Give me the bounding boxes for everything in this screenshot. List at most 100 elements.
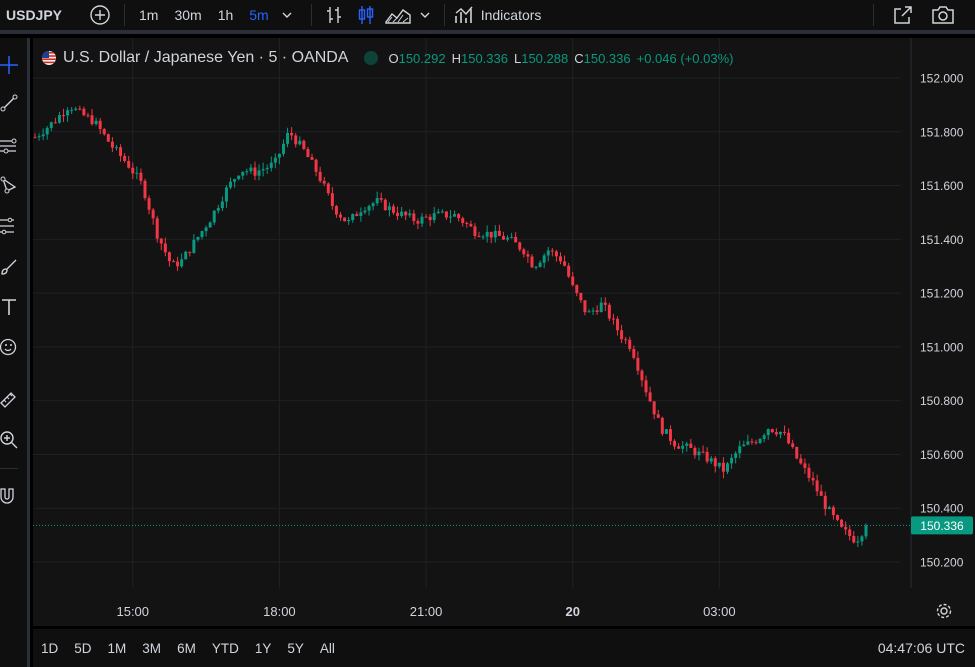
- interval-1h[interactable]: 1h: [217, 7, 234, 23]
- projection-icon[interactable]: [0, 215, 18, 237]
- indicators-button[interactable]: Indicators: [480, 7, 542, 23]
- candle-style-icon[interactable]: [350, 1, 382, 29]
- toolbar-divider: [873, 4, 875, 26]
- camera-icon[interactable]: [926, 1, 960, 29]
- chart-grid: 152.000 151.800 151.600 151.400 151.200 151.0…: [33, 38, 964, 619]
- pattern-icon[interactable]: [0, 174, 18, 196]
- chevron-down-icon[interactable]: [277, 1, 297, 29]
- candle-body: [298, 140, 302, 145]
- candle-body: [823, 495, 827, 510]
- settings-icon[interactable]: [935, 602, 953, 620]
- candle-body: [131, 167, 135, 174]
- price-chart[interactable]: 152.000 151.800 151.600 151.400 151.200 151.0…: [33, 38, 975, 626]
- candle-body: [770, 429, 774, 433]
- range-5d[interactable]: 5D: [74, 640, 92, 656]
- utc-clock[interactable]: 04:47:06 UTC: [877, 640, 965, 656]
- candle-body: [436, 211, 440, 214]
- candle-body: [799, 458, 803, 464]
- candle-body: [831, 507, 835, 516]
- price-tick-label: 151.000: [920, 340, 964, 354]
- range-ytd[interactable]: YTD: [211, 640, 239, 656]
- candle-body: [848, 529, 852, 536]
- brush-icon[interactable]: [0, 256, 18, 278]
- candle-body: [640, 370, 644, 381]
- candle-body: [41, 134, 45, 137]
- candle-body: [444, 211, 448, 218]
- fullscreen-icon[interactable]: [886, 1, 920, 29]
- candle-body: [660, 417, 664, 434]
- candle-body: [82, 108, 86, 116]
- magnet-icon[interactable]: [0, 485, 18, 507]
- candle-body: [542, 255, 546, 263]
- candle-body: [774, 432, 778, 435]
- candle-body: [713, 458, 717, 467]
- open-value: 150.292: [398, 50, 446, 66]
- toolbar-divider: [124, 4, 125, 26]
- candle-body: [693, 447, 697, 456]
- ruler-icon[interactable]: [0, 388, 18, 410]
- crosshair-icon[interactable]: [0, 54, 18, 76]
- candle-body: [127, 160, 131, 168]
- candle-body: [567, 265, 571, 277]
- candle-body: [326, 183, 330, 194]
- range-1y[interactable]: 1Y: [254, 640, 272, 656]
- candle-body: [530, 256, 534, 268]
- range-all[interactable]: All: [319, 640, 335, 656]
- price-tick-label: 150.200: [920, 556, 964, 570]
- candle-body: [656, 414, 660, 418]
- candle-body: [200, 231, 204, 237]
- text-icon[interactable]: [0, 296, 18, 318]
- range-1m[interactable]: 1M: [107, 640, 127, 656]
- zoom-icon[interactable]: [0, 429, 18, 451]
- candle-body: [408, 213, 412, 216]
- emoji-icon[interactable]: [0, 336, 18, 358]
- interval-1m[interactable]: 1m: [139, 7, 159, 23]
- candle-body: [819, 491, 823, 496]
- bar-style-icon[interactable]: [318, 1, 350, 29]
- candle-body: [416, 221, 420, 224]
- candle-body: [277, 153, 281, 158]
- market-status-icon[interactable]: [364, 51, 379, 65]
- range-6m[interactable]: 6M: [177, 640, 196, 656]
- candle-body: [172, 261, 175, 263]
- candle-body: [864, 525, 868, 537]
- interval-5m[interactable]: 5m: [249, 7, 269, 23]
- range-5y[interactable]: 5Y: [287, 640, 304, 656]
- candle-body: [404, 211, 408, 216]
- legend-title[interactable]: U.S. Dollar / Japanese Yen · 5 · OANDA: [63, 49, 349, 66]
- low-value: 150.288: [521, 50, 569, 66]
- candle-body: [803, 463, 807, 468]
- candle-body: [860, 536, 864, 542]
- trend-line-icon[interactable]: [0, 92, 18, 114]
- candle-body: [208, 222, 212, 228]
- range-3m[interactable]: 3M: [142, 640, 162, 656]
- candle-body: [481, 236, 485, 238]
- fib-icon[interactable]: [0, 135, 18, 157]
- candle-body: [721, 462, 725, 472]
- symbol-search[interactable]: USDJPY: [6, 7, 63, 23]
- candle-body: [587, 311, 591, 313]
- candle-body: [664, 429, 668, 434]
- candle-body: [449, 216, 452, 218]
- indicators-icon[interactable]: [451, 1, 479, 29]
- range-1d[interactable]: 1D: [41, 640, 59, 656]
- candle-body: [550, 250, 554, 252]
- candle-body: [400, 211, 404, 216]
- chevron-down-icon[interactable]: [414, 1, 436, 29]
- low-label: L: [513, 50, 522, 66]
- candle-body: [192, 239, 196, 253]
- candle-body: [795, 447, 799, 459]
- price-tick-label: 151.800: [920, 125, 964, 139]
- area-style-icon[interactable]: [382, 1, 414, 29]
- toolbar-divider: [310, 4, 312, 26]
- candle-body: [766, 429, 770, 436]
- candle-body: [261, 169, 265, 171]
- candle-body: [428, 216, 432, 221]
- candle-body: [603, 302, 607, 305]
- candle-body: [632, 348, 636, 358]
- add-symbol-icon[interactable]: [86, 1, 114, 29]
- candle-body: [281, 143, 285, 154]
- time-tick-label: 18:00: [263, 604, 296, 619]
- interval-30m[interactable]: 30m: [174, 7, 202, 23]
- chart-pane[interactable]: 152.000 151.800 151.600 151.400 151.200 151.0…: [33, 38, 975, 626]
